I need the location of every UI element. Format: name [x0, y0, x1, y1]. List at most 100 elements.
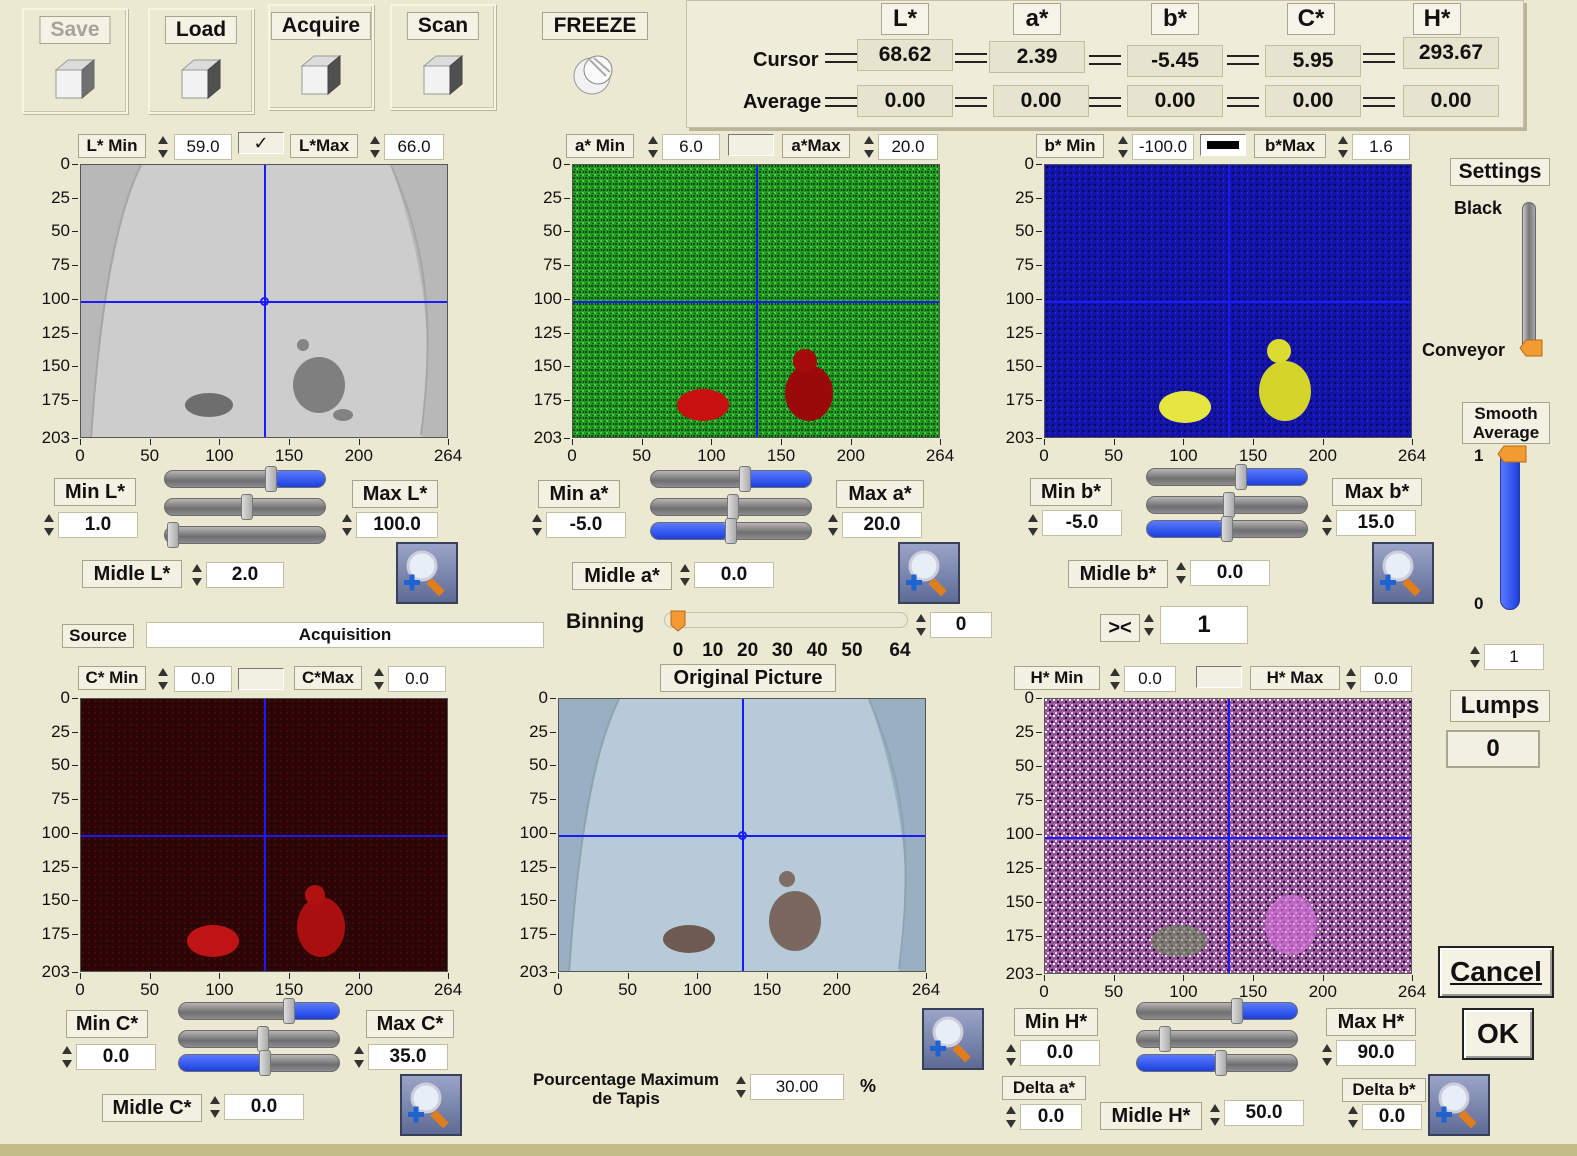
max-a-button[interactable]: Max a* [836, 480, 924, 508]
b-enable-checkbox[interactable] [1200, 134, 1246, 156]
swap-field[interactable]: 1 [1160, 606, 1248, 644]
l-max-spinner[interactable] [368, 134, 382, 160]
a-mid-slider[interactable] [650, 494, 812, 520]
min-a-button[interactable]: Min a* [538, 480, 620, 508]
h-zoom-button[interactable] [1428, 1074, 1490, 1136]
max-a-spinner[interactable] [826, 512, 840, 538]
c-max-slider[interactable] [178, 998, 340, 1024]
min-h-button[interactable]: Min H* [1014, 1008, 1098, 1036]
binning-slider[interactable] [664, 610, 908, 632]
min-b-spinner[interactable] [1026, 512, 1040, 538]
a-enable-checkbox[interactable] [728, 134, 774, 156]
a-max-slider[interactable] [650, 466, 812, 492]
binning-slider-thumb[interactable] [667, 609, 689, 633]
min-b-field[interactable]: -5.0 [1042, 510, 1122, 536]
min-c-spinner[interactable] [60, 1044, 74, 1070]
l-min-spinner[interactable] [156, 134, 170, 160]
h-max-slider[interactable] [1136, 998, 1298, 1024]
c-enable-checkbox[interactable] [238, 668, 284, 690]
midle-h-spinner[interactable] [1208, 1102, 1222, 1128]
max-c-field[interactable]: 35.0 [368, 1044, 448, 1070]
a-star-image[interactable] [572, 164, 940, 438]
binning-field[interactable]: 0 [930, 612, 992, 638]
ok-button[interactable]: OK [1462, 1008, 1534, 1060]
a-zoom-button[interactable] [898, 542, 960, 604]
midle-a-spinner[interactable] [678, 562, 692, 588]
min-a-field[interactable]: -5.0 [546, 512, 626, 538]
pourcentage-spinner[interactable] [734, 1074, 748, 1100]
a-max-spinner[interactable] [862, 134, 876, 160]
l-enable-checkbox[interactable]: ✓ [238, 132, 284, 154]
settings-slider-thumb[interactable] [1518, 338, 1544, 358]
l-min-slider[interactable] [164, 522, 326, 548]
l-min-value[interactable]: 59.0 [174, 134, 232, 160]
c-max-spinner[interactable] [372, 666, 386, 692]
c-zoom-button[interactable] [400, 1074, 462, 1136]
l-star-image[interactable] [80, 164, 448, 438]
b-min-spinner[interactable] [1116, 134, 1130, 160]
max-l-button[interactable]: Max L* [352, 480, 438, 508]
min-c-field[interactable]: 0.0 [76, 1044, 156, 1070]
midle-h-field[interactable]: 50.0 [1224, 1100, 1304, 1126]
h-max-value[interactable]: 0.0 [1360, 666, 1412, 692]
min-h-spinner[interactable] [1004, 1042, 1018, 1068]
h-enable-checkbox[interactable] [1196, 666, 1242, 688]
a-min-slider[interactable] [650, 518, 812, 544]
midle-b-field[interactable]: 0.0 [1190, 560, 1270, 586]
save-button[interactable]: Save [22, 8, 128, 114]
c-star-image[interactable] [80, 698, 448, 972]
smooth-slider[interactable] [1500, 450, 1520, 610]
freeze-toggle-icon[interactable] [568, 50, 620, 98]
min-h-field[interactable]: 0.0 [1020, 1040, 1100, 1066]
midle-b-button[interactable]: Midle b* [1068, 560, 1168, 588]
delta-b-field[interactable]: 0.0 [1362, 1104, 1422, 1130]
max-b-spinner[interactable] [1320, 512, 1334, 538]
c-min-spinner[interactable] [156, 666, 170, 692]
c-min-value[interactable]: 0.0 [174, 666, 232, 692]
pourcentage-field[interactable]: 30.00 [750, 1074, 844, 1100]
midle-h-button[interactable]: Midle H* [1100, 1102, 1202, 1130]
smooth-spinner[interactable] [1468, 644, 1482, 670]
midle-l-spinner[interactable] [190, 562, 204, 588]
midle-b-spinner[interactable] [1174, 560, 1188, 586]
binning-spinner[interactable] [914, 612, 928, 638]
delta-a-field[interactable]: 0.0 [1020, 1104, 1082, 1130]
max-h-spinner[interactable] [1320, 1042, 1334, 1068]
l-zoom-button[interactable] [396, 542, 458, 604]
a-min-value[interactable]: 6.0 [662, 134, 720, 160]
midle-a-field[interactable]: 0.0 [694, 562, 774, 588]
l-max-slider[interactable] [164, 466, 326, 492]
acquire-button[interactable]: Acquire [268, 4, 374, 110]
max-l-spinner[interactable] [340, 512, 354, 538]
b-max-slider[interactable] [1146, 464, 1308, 490]
cancel-button[interactable]: Cancel [1438, 946, 1554, 998]
max-c-button[interactable]: Max C* [366, 1010, 454, 1038]
h-star-image[interactable] [1044, 698, 1412, 974]
b-max-spinner[interactable] [1336, 134, 1350, 160]
b-min-slider[interactable] [1146, 516, 1308, 542]
delta-b-spinner[interactable] [1346, 1104, 1360, 1130]
min-b-button[interactable]: Min b* [1030, 478, 1112, 506]
b-min-value[interactable]: -100.0 [1132, 134, 1194, 160]
c-max-value[interactable]: 0.0 [388, 666, 446, 692]
delta-a-spinner[interactable] [1004, 1104, 1018, 1130]
l-mid-slider[interactable] [164, 494, 326, 520]
scan-button[interactable]: Scan [390, 4, 496, 110]
source-field[interactable]: Acquisition [146, 622, 544, 648]
original-zoom-button[interactable] [922, 1008, 984, 1070]
midle-a-button[interactable]: Midle a* [572, 562, 672, 590]
min-l-field[interactable]: 1.0 [58, 512, 138, 538]
h-min-spinner[interactable] [1108, 666, 1122, 692]
original-image[interactable] [558, 698, 926, 972]
max-h-field[interactable]: 90.0 [1336, 1040, 1416, 1066]
h-mid-slider[interactable] [1136, 1026, 1298, 1052]
b-star-image[interactable] [1044, 164, 1412, 438]
midle-c-spinner[interactable] [208, 1094, 222, 1120]
midle-l-field[interactable]: 2.0 [206, 562, 284, 588]
b-mid-slider[interactable] [1146, 492, 1308, 518]
min-c-button[interactable]: Min C* [66, 1010, 148, 1038]
max-b-button[interactable]: Max b* [1332, 478, 1422, 506]
load-button[interactable]: Load [148, 8, 254, 114]
l-max-value[interactable]: 66.0 [384, 134, 444, 160]
settings-slider[interactable] [1522, 202, 1536, 352]
